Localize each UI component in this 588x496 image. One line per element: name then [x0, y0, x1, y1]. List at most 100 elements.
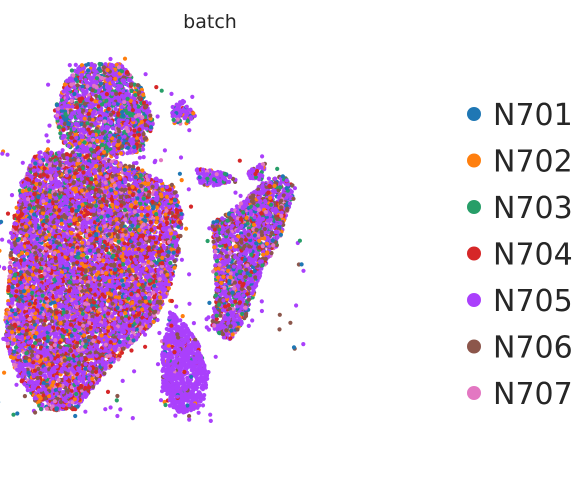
scatter-point: [69, 98, 74, 103]
scatter-point: [81, 145, 86, 150]
scatter-point: [129, 81, 134, 87]
scatter-point: [120, 144, 125, 149]
scatter-point: [137, 90, 142, 95]
scatter-point: [66, 78, 71, 83]
scatter-point: [101, 111, 106, 116]
scatter-point: [69, 68, 74, 73]
scatter-point: [122, 56, 128, 61]
scatter-point: [107, 85, 112, 90]
scatter-point: [82, 140, 87, 145]
scatter-point: [82, 116, 87, 121]
scatter-point: [96, 145, 101, 150]
scatter-point: [64, 98, 69, 103]
scatter-point: [101, 65, 107, 70]
scatter-point: [184, 104, 189, 109]
scatter-point: [106, 106, 111, 112]
scatter-point: [81, 108, 86, 113]
scatter-point: [91, 137, 96, 142]
scatter-point: [117, 123, 122, 128]
scatter-point: [84, 89, 89, 95]
scatter-point: [125, 110, 130, 115]
scatter-point: [174, 102, 179, 107]
scatter-point: [121, 95, 126, 100]
scatter-point: [128, 137, 133, 142]
scatter-point: [116, 118, 121, 123]
scatter-point: [86, 68, 91, 73]
scatter-point: [100, 131, 105, 136]
scatter-point: [120, 110, 125, 115]
scatter-point: [189, 116, 194, 121]
scatter-point: [139, 119, 144, 125]
scatter-point: [141, 147, 146, 152]
scatter-point: [73, 142, 78, 147]
scatter-point: [179, 100, 184, 105]
scatter-point: [114, 91, 119, 96]
scatter-point: [75, 122, 80, 127]
scatter-point: [159, 88, 164, 93]
scatter-point: [132, 104, 138, 109]
scatter-point: [120, 78, 125, 83]
scatter-points: [0, 56, 306, 423]
scatter-point: [169, 91, 174, 96]
scatter-point: [87, 117, 92, 122]
scatter-point: [172, 113, 177, 118]
scatter-point: [70, 104, 75, 109]
scatter-point: [123, 121, 128, 127]
scatter-point: [148, 113, 153, 118]
scatter-point: [73, 62, 78, 67]
scatter-point: [46, 139, 51, 144]
scatter-point: [124, 91, 129, 96]
scatter-point: [110, 91, 115, 96]
scatter-point: [97, 66, 102, 71]
scatter-point: [69, 82, 74, 87]
scatter-point: [86, 111, 91, 116]
scatter-point: [107, 133, 112, 138]
scatter-point: [93, 99, 98, 104]
scatter-point: [91, 67, 96, 73]
scatter-point: [75, 83, 80, 88]
scatter-point: [67, 63, 72, 68]
scatter-point: [92, 109, 97, 114]
scatter-point: [61, 89, 66, 94]
scatter-point: [116, 65, 121, 70]
scatter-point: [65, 94, 70, 99]
scatter-point: [78, 76, 83, 81]
scatter-point: [115, 143, 120, 148]
scatter-point: [80, 149, 85, 155]
scatter-point: [59, 105, 64, 110]
scatter-point: [102, 119, 107, 124]
scatter-point: [140, 115, 145, 120]
scatter-point: [47, 123, 52, 128]
scatter-point: [56, 106, 61, 111]
scatter-point: [143, 72, 148, 77]
scatter-point: [76, 66, 81, 71]
scatter-point: [122, 130, 127, 135]
scatter-point: [100, 92, 105, 97]
scatter-point: [80, 84, 85, 89]
scatter-point: [63, 111, 68, 117]
scatter-point: [88, 143, 93, 148]
scatter-point: [110, 126, 115, 131]
scatter-point: [121, 113, 126, 118]
scatter-point: [72, 91, 77, 97]
scatter-point: [155, 114, 160, 119]
scatter-point: [104, 92, 109, 97]
scatter-point: [132, 128, 137, 133]
scatter-point: [68, 114, 73, 120]
scatter-point: [86, 73, 91, 78]
scatter-point: [91, 132, 96, 137]
scatter-point: [96, 129, 101, 134]
scatter-point: [82, 101, 88, 106]
scatter-point: [66, 122, 71, 127]
scatter-point: [137, 127, 142, 132]
scatter-point: [148, 125, 154, 130]
scatter-point: [117, 98, 122, 103]
scatter-point: [44, 133, 49, 138]
scatter-point: [143, 104, 149, 109]
scatter-point: [82, 130, 87, 135]
scatter-point: [141, 100, 147, 105]
scatter-point: [130, 108, 135, 113]
scatter-point: [108, 112, 114, 117]
scatter-point: [130, 141, 135, 146]
scatter-point: [97, 110, 102, 115]
